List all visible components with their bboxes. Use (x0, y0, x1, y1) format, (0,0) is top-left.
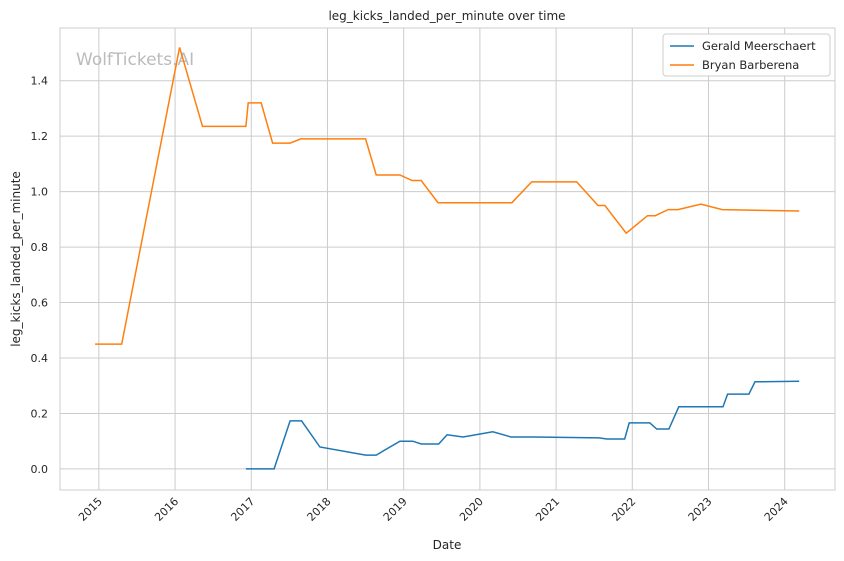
y-tick-label: 0.8 (31, 241, 49, 254)
series-line-bryan-barberena (95, 47, 800, 345)
x-tick-label: 2023 (686, 495, 715, 524)
plot-area (59, 27, 836, 491)
legend: Gerald Meerschaert Bryan Barberena (662, 33, 831, 77)
y-tick-label: 1.4 (31, 75, 49, 88)
x-tick-label: 2016 (152, 495, 181, 524)
x-axis-label: Date (433, 538, 462, 552)
x-tick-label: 2018 (305, 495, 334, 524)
y-tick-label: 0.0 (31, 463, 49, 476)
series-lines (95, 47, 800, 470)
x-tick-label: 2024 (762, 495, 791, 524)
y-tick-label: 0.6 (31, 297, 49, 310)
legend-label-gerald: Gerald Meerschaert (702, 39, 816, 53)
x-tick-label: 2021 (533, 495, 562, 524)
legend-label-bryan: Bryan Barberena (702, 58, 799, 72)
y-tick-label: 0.4 (31, 352, 49, 365)
x-tick-label: 2019 (381, 495, 410, 524)
y-tick-label: 0.2 (31, 407, 49, 420)
x-tick-label: 2020 (457, 495, 486, 524)
y-tick-label: 1.0 (31, 186, 49, 199)
x-tick-label: 2015 (76, 495, 105, 524)
x-tick-label: 2017 (228, 495, 257, 524)
watermark: WolfTickets.AI (76, 50, 194, 70)
series-line-gerald-meerschaert (245, 380, 800, 470)
y-tick-label: 1.2 (31, 130, 49, 143)
x-tick-label: 2022 (609, 495, 638, 524)
chart-title: leg_kicks_landed_per_minute over time (328, 9, 565, 23)
y-axis-label: leg_kicks_landed_per_minute (9, 171, 23, 347)
grid (60, 28, 835, 490)
